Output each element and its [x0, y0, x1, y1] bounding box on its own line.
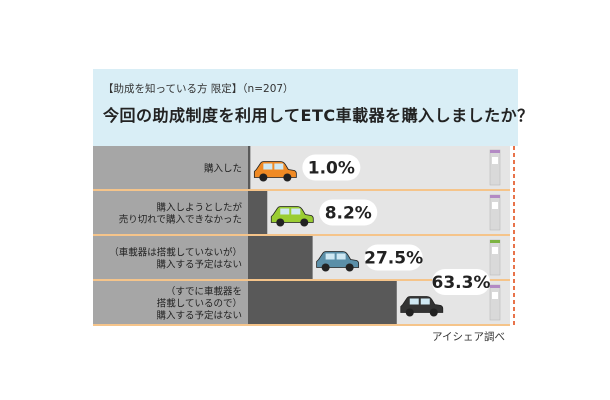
category-label-line: （すでに車載器を: [166, 286, 242, 298]
category-label-box: [93, 146, 248, 189]
source-credit: アイシェア調べ: [432, 331, 505, 343]
car-window: [420, 298, 430, 305]
pump-body: [489, 149, 501, 186]
category-label-line: （車載器は搭載していないが）: [109, 247, 242, 259]
data-label: 27.5%: [364, 249, 423, 269]
car-wheel: [283, 173, 292, 182]
fuel-pump-icon: [489, 239, 501, 276]
car-wheel: [345, 263, 354, 272]
pump-display: [492, 247, 498, 254]
fuel-pump-icon: [489, 194, 501, 231]
data-label: 63.3%: [432, 273, 491, 293]
category-label: （すでに車載器を搭載しているので）購入する予定はない: [156, 286, 242, 322]
chart-title: 今回の助成制度を利用してETC車載器を購入しましたか？: [103, 106, 534, 125]
category-label-box: [93, 281, 248, 324]
car-window: [274, 163, 284, 170]
car-window: [291, 208, 301, 215]
fuel-pump-icon: [489, 149, 501, 186]
category-label-line: 購入する予定はない: [156, 310, 242, 322]
category-label: （車載器は搭載していないが）購入する予定はない: [109, 247, 242, 271]
bubble-bg: [432, 269, 490, 295]
pump-top: [490, 195, 500, 198]
bar-row: 購入しようとしたが売り切れで購入できなかった 8.2%: [93, 191, 510, 236]
car-wheel: [300, 218, 309, 227]
bubble-bg: [319, 199, 378, 226]
bar: [248, 236, 313, 279]
bar-row: （すでに車載器を搭載しているので）購入する予定はない 63.3%: [93, 269, 510, 326]
category-label: 購入した: [204, 163, 242, 175]
bar-track: [248, 146, 510, 189]
category-label-line: 購入する予定はない: [156, 259, 242, 271]
bubble-bg: [302, 154, 361, 181]
bar: [248, 146, 251, 189]
car-icon: [400, 296, 444, 317]
pump-top: [490, 240, 500, 243]
value-label-bubble: 63.3%: [432, 269, 491, 295]
car-window: [336, 253, 346, 260]
car-window: [409, 298, 419, 305]
value-label-bubble: 8.2%: [319, 199, 378, 226]
fuel-pump-icon: [489, 284, 501, 321]
pump-body: [489, 239, 501, 276]
category-label-line: 搭載しているので）: [157, 298, 242, 310]
car-icon: [253, 161, 297, 182]
pump-display: [492, 292, 498, 299]
car-window: [325, 253, 335, 260]
pump-top: [490, 285, 500, 288]
value-label-bubble: 27.5%: [364, 244, 423, 271]
category-label-box: [93, 236, 248, 279]
category-label-line: 購入しようとしたが: [156, 202, 242, 214]
car-wheel: [276, 218, 285, 227]
bar: [248, 281, 397, 324]
bar: [248, 191, 268, 234]
chart-header: 【助成を知っている方 限定】（n=207） 今回の助成制度を利用してETC車載器…: [93, 69, 533, 146]
pump-body: [489, 194, 501, 231]
car-window: [280, 208, 290, 215]
pump-display: [492, 157, 498, 164]
car-icon: [316, 251, 360, 272]
car-wheel: [405, 308, 414, 317]
car-wheel: [321, 263, 330, 272]
value-label-bubble: 1.0%: [302, 154, 361, 181]
car-icon: [270, 206, 314, 227]
pump-top: [490, 150, 500, 153]
category-label: 購入しようとしたが売り切れで購入できなかった: [119, 202, 243, 226]
car-window: [263, 163, 273, 170]
category-label-line: 売り切れで購入できなかった: [119, 214, 242, 226]
category-label-line: 購入した: [204, 163, 242, 175]
car-wheel: [259, 173, 268, 182]
pump-display: [492, 202, 498, 209]
bar-row: （車載器は搭載していないが）購入する予定はない 27.5%: [93, 236, 510, 281]
chart-subtitle: 【助成を知っている方 限定】（n=207）: [103, 83, 294, 95]
pump-body: [489, 284, 501, 321]
bubble-bg: [364, 244, 423, 271]
data-label: 8.2%: [325, 204, 372, 224]
bar-row: 購入した 1.0%: [93, 146, 510, 191]
car-wheel: [429, 308, 438, 317]
data-label: 1.0%: [308, 159, 355, 179]
category-label-box: [93, 191, 248, 234]
